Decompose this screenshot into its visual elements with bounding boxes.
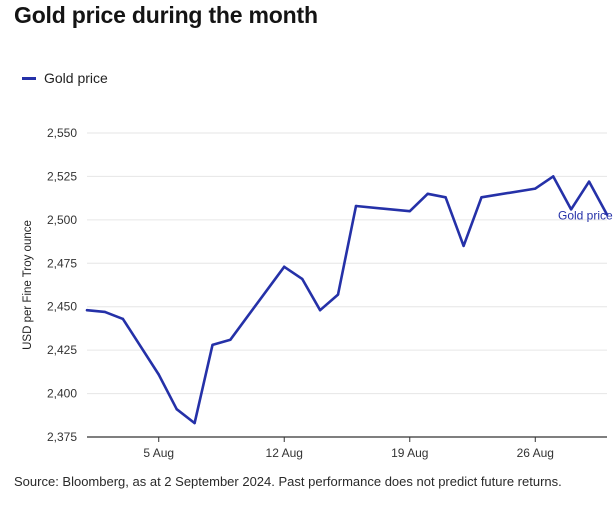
- data-point: [103, 310, 107, 314]
- series-gold-price: Gold price: [85, 175, 613, 425]
- series-end-label: Gold price: [558, 209, 613, 223]
- legend-swatch: [22, 76, 36, 80]
- data-point: [354, 204, 358, 208]
- data-point: [462, 244, 465, 248]
- data-point: [193, 421, 196, 425]
- data-point: [426, 192, 429, 195]
- data-point: [480, 196, 483, 199]
- data-point: [336, 293, 340, 296]
- data-point: [283, 265, 286, 268]
- series-line: [85, 175, 609, 425]
- data-point: [157, 373, 160, 376]
- y-tick-label: 2,550: [47, 126, 77, 140]
- y-tick-label: 2,400: [47, 387, 77, 401]
- y-tick-label: 2,425: [47, 343, 77, 357]
- legend-label: Gold price: [44, 70, 108, 86]
- data-point: [605, 213, 609, 216]
- y-tick-label: 2,375: [47, 430, 77, 444]
- data-point: [444, 196, 447, 199]
- data-point: [300, 277, 304, 281]
- line-chart: 2,375 2,400 2,425 2,450 2,475 2,500 2,525 2,550…: [22, 126, 613, 460]
- y-tick-label: 2,450: [47, 300, 77, 314]
- x-tick-label: 19 Aug: [391, 446, 428, 460]
- data-point: [175, 408, 178, 411]
- data-point: [85, 308, 89, 312]
- source-note: Source: Bloomberg, as at 2 September 202…: [14, 474, 562, 489]
- data-point: [211, 343, 214, 347]
- y-tick-label: 2,475: [47, 256, 77, 270]
- data-point: [569, 208, 573, 211]
- data-point: [408, 209, 411, 213]
- data-point: [587, 180, 591, 183]
- x-tick-label: 12 Aug: [266, 446, 303, 460]
- y-tick-label: 2,525: [47, 169, 77, 183]
- data-point: [552, 175, 555, 178]
- y-axis-title: USD per Fine Troy ounce: [22, 220, 34, 350]
- chart-title: Gold price during the month: [14, 2, 318, 28]
- x-axis: 5 Aug 12 Aug 19 Aug 26 Aug: [143, 437, 554, 460]
- data-point: [121, 317, 125, 321]
- data-point: [534, 187, 537, 190]
- data-point: [318, 308, 322, 312]
- y-axis: 2,375 2,400 2,425 2,450 2,475 2,500 2,525 2,550: [47, 126, 77, 444]
- grid: [87, 132, 607, 438]
- data-point: [229, 338, 232, 341]
- y-tick-label: 2,500: [47, 213, 77, 227]
- legend: Gold price: [22, 70, 108, 86]
- x-tick-label: 5 Aug: [143, 446, 174, 460]
- x-tick-label: 26 Aug: [517, 446, 554, 460]
